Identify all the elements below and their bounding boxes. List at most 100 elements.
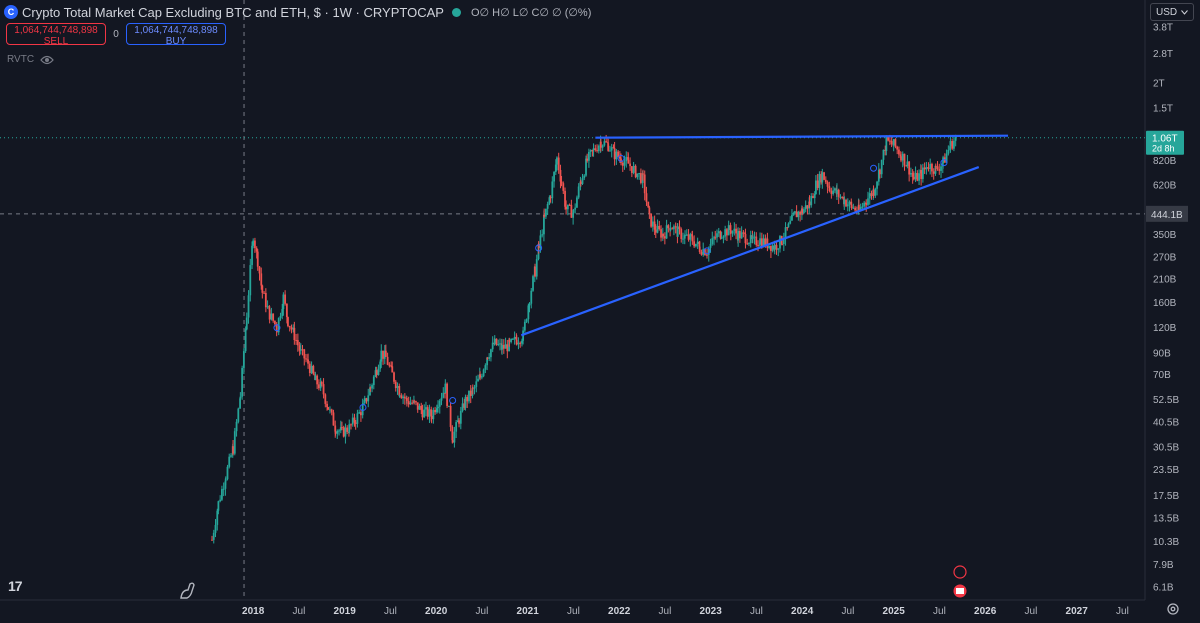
- candle-body: [539, 235, 542, 248]
- candle-body: [506, 344, 509, 352]
- candle-body: [719, 231, 722, 239]
- symbol-title[interactable]: Crypto Total Market Cap Excluding BTC an…: [22, 4, 444, 20]
- candle-body: [384, 350, 387, 357]
- candle-body: [830, 191, 833, 194]
- candle-body: [610, 147, 613, 151]
- candle-body: [379, 361, 382, 369]
- candle-body: [235, 421, 238, 432]
- settings-gear-icon[interactable]: [1166, 602, 1180, 616]
- candle-body: [846, 204, 849, 207]
- candle-body: [713, 237, 715, 239]
- candle-body: [912, 176, 915, 180]
- candle-body: [574, 207, 577, 210]
- candle-body: [466, 396, 469, 402]
- candle-body: [290, 327, 293, 330]
- candle-body: [826, 182, 829, 187]
- trendline-resistance[interactable]: [595, 134, 1009, 139]
- lightning-event-icon[interactable]: [953, 565, 967, 579]
- candle-body: [287, 317, 289, 326]
- candle-body: [501, 345, 503, 350]
- event-marker: [535, 244, 543, 252]
- candle-body: [682, 238, 684, 240]
- candle-body: [488, 357, 491, 359]
- candle-body: [770, 245, 772, 251]
- candle-body: [648, 207, 651, 214]
- indicator-legend[interactable]: RVTC: [7, 54, 54, 65]
- candle-body: [530, 290, 533, 304]
- candle-body: [293, 327, 296, 341]
- candle-body: [523, 321, 526, 331]
- candle-body: [885, 136, 888, 152]
- candle-body: [241, 367, 244, 397]
- candle-body: [615, 151, 618, 160]
- crosshair-price-label: 444.1B: [1151, 210, 1183, 221]
- candle-body: [497, 344, 500, 346]
- candle-body: [517, 342, 520, 345]
- buy-button[interactable]: 1,064,744,748,898 BUY: [126, 23, 226, 47]
- candle-body: [683, 235, 686, 239]
- candle-body: [833, 188, 836, 191]
- eye-icon[interactable]: [40, 55, 54, 65]
- candle-body: [923, 167, 926, 170]
- candle-body: [845, 199, 847, 207]
- candle-body: [848, 201, 851, 205]
- candle-body: [687, 234, 690, 240]
- candle-body: [789, 220, 792, 224]
- trendline-support[interactable]: [520, 166, 980, 337]
- candle-body: [508, 339, 511, 342]
- candle-body: [640, 173, 642, 183]
- candle-body: [685, 234, 688, 236]
- candle-body: [418, 405, 421, 410]
- candle-body: [586, 158, 589, 161]
- candle-body: [832, 190, 835, 194]
- price-tick-label: 2.8T: [1153, 49, 1173, 60]
- candle-body: [874, 188, 877, 196]
- candle-body: [667, 225, 670, 229]
- candle-body: [451, 426, 454, 441]
- candle-body: [255, 248, 258, 252]
- dinosaur-icon[interactable]: [178, 580, 198, 600]
- candle-body: [559, 170, 562, 182]
- candle-body: [307, 359, 309, 364]
- candle-body: [757, 244, 759, 246]
- indicator-name: RVTC: [7, 54, 35, 65]
- candle-body: [684, 235, 686, 237]
- candle-body: [219, 499, 222, 502]
- candle-body: [312, 365, 315, 374]
- candle-body: [810, 196, 813, 206]
- candle-body: [504, 344, 507, 349]
- candle-body: [612, 147, 615, 149]
- last-price-box: [1146, 130, 1184, 155]
- candle-body: [932, 171, 935, 174]
- price-tick-label: 160B: [1153, 298, 1177, 309]
- currency-select[interactable]: USD: [1150, 3, 1194, 21]
- candle-body: [792, 212, 795, 215]
- candle-body: [296, 340, 299, 346]
- candle-body: [753, 236, 756, 238]
- candle-body: [671, 228, 674, 230]
- candle-body: [620, 158, 622, 163]
- candle-body: [921, 167, 924, 179]
- candle-body: [473, 386, 476, 389]
- candle-body: [627, 159, 630, 164]
- candle-body: [884, 149, 887, 152]
- candle-body: [329, 409, 331, 411]
- candle-body: [557, 157, 560, 171]
- candle-body: [354, 422, 357, 424]
- candle-body: [843, 199, 846, 205]
- candle-body: [820, 173, 823, 183]
- candle-body: [383, 350, 386, 359]
- candle-body: [669, 228, 672, 231]
- candle-body: [493, 338, 496, 345]
- candle-body: [704, 249, 706, 256]
- candle-body: [911, 173, 914, 177]
- candle-body: [348, 424, 351, 433]
- candle-body: [519, 342, 522, 344]
- candle-body: [900, 156, 902, 161]
- candle-body: [232, 446, 234, 454]
- candle-body: [658, 225, 661, 230]
- ohlc-values: O∅ H∅ L∅ C∅ ∅ (∅%): [470, 6, 592, 19]
- candle-body: [305, 358, 307, 360]
- sell-button[interactable]: 1,064,744,748,898 SELL: [6, 23, 106, 47]
